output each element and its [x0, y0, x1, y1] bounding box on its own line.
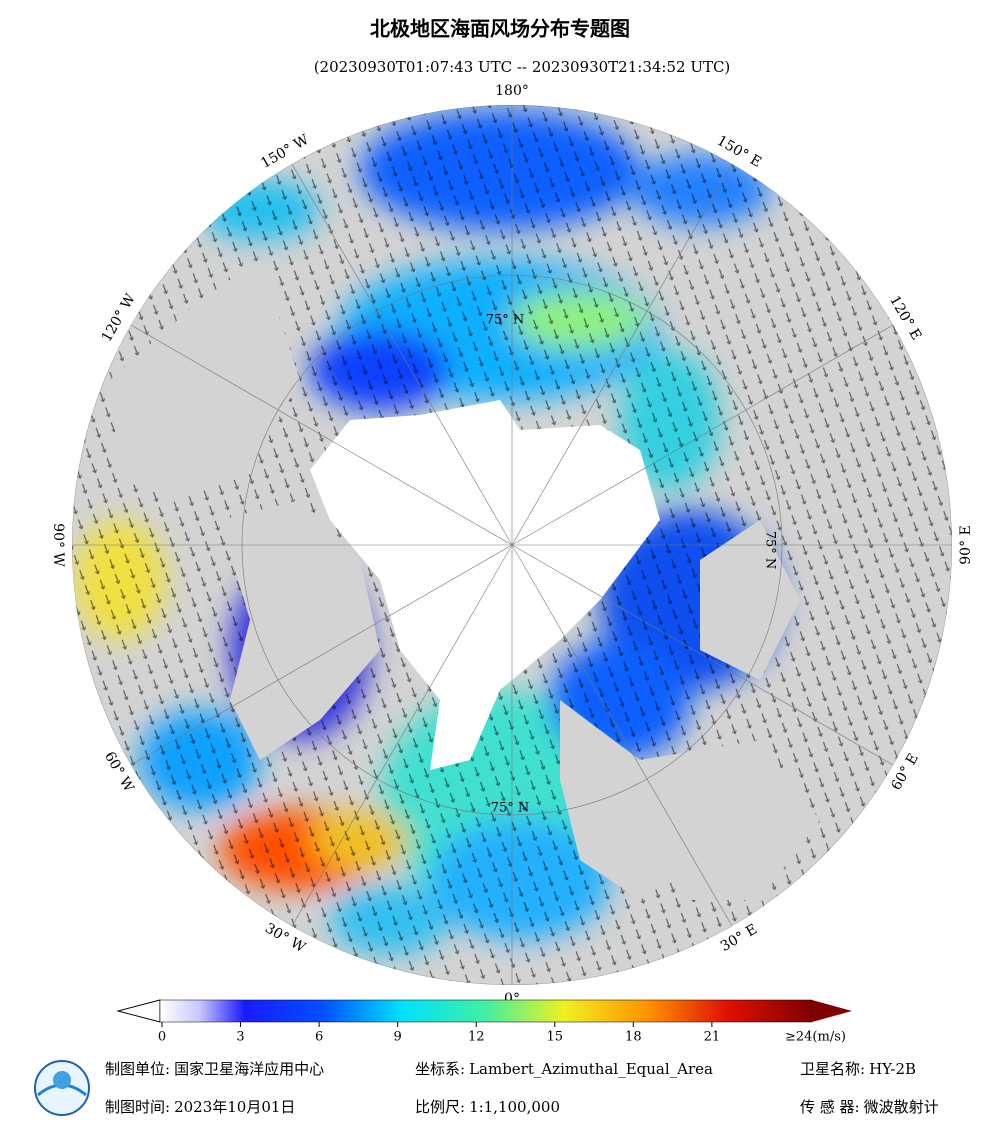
footer-label: 制图时间: — [105, 1098, 170, 1116]
colorbar-tick-label: 15 — [546, 1030, 563, 1045]
colorbar-min-arrow — [116, 999, 161, 1023]
colorbar-tick-label: 18 — [625, 1030, 642, 1045]
footer-label: 制图单位: — [105, 1060, 170, 1078]
footer-value: 1:1,100,000 — [469, 1098, 560, 1116]
longitude-label: 180° — [495, 83, 529, 99]
land — [80, 260, 380, 900]
footer-label: 比例尺: — [415, 1098, 465, 1116]
logo — [34, 1060, 90, 1116]
footer-label: 传 感 器: — [800, 1098, 860, 1116]
colorbar-gradient — [159, 999, 813, 1023]
colorbar-tick-label: 3 — [236, 1030, 244, 1045]
colorbar-tick-label: 9 — [394, 1030, 402, 1045]
footer-value: 2023年10月01日 — [174, 1098, 295, 1116]
footer: 制图单位: 国家卫星海洋应用中心 坐标系: Lambert_Azimuthal_Equ… — [105, 1060, 939, 1116]
colorbar: 0 3 6 9 12 15 18 21 ≥24(m/s) — [116, 999, 852, 1045]
latitude-label: 75° N — [763, 531, 778, 570]
footer-value: 国家卫星海洋应用中心 — [174, 1060, 324, 1078]
footer-value: Lambert_Azimuthal_Equal_Area — [469, 1060, 713, 1078]
colorbar-tick-label: 0 — [158, 1030, 166, 1045]
footer-value: HY-2B — [869, 1060, 916, 1078]
colorbar-tick-label: 6 — [315, 1030, 323, 1045]
subtitle: (20230930T01:07:43 UTC -- 20230930T21:34… — [314, 58, 731, 76]
colorbar-tick-label: 12 — [468, 1030, 485, 1045]
latitude-label: 75° N — [491, 801, 530, 816]
graticule — [72, 105, 952, 985]
sea-ice — [310, 400, 660, 770]
longitude-label: 90° W — [50, 523, 66, 567]
latitude-label: 75° N — [486, 313, 525, 328]
land — [560, 520, 820, 900]
colorbar-max-arrow — [812, 1000, 852, 1022]
colorbar-tick-label: 21 — [704, 1030, 721, 1045]
colorbar-max-label: ≥24(m/s) — [785, 1030, 846, 1045]
footer-label: 坐标系: — [415, 1060, 465, 1078]
longitude-label: 90° E — [958, 525, 974, 564]
footer-value: 微波散射计 — [864, 1098, 939, 1116]
title: 北极地区海面风场分布专题图 — [370, 17, 630, 41]
map — [72, 105, 952, 985]
footer-label: 卫星名称: — [800, 1060, 865, 1078]
